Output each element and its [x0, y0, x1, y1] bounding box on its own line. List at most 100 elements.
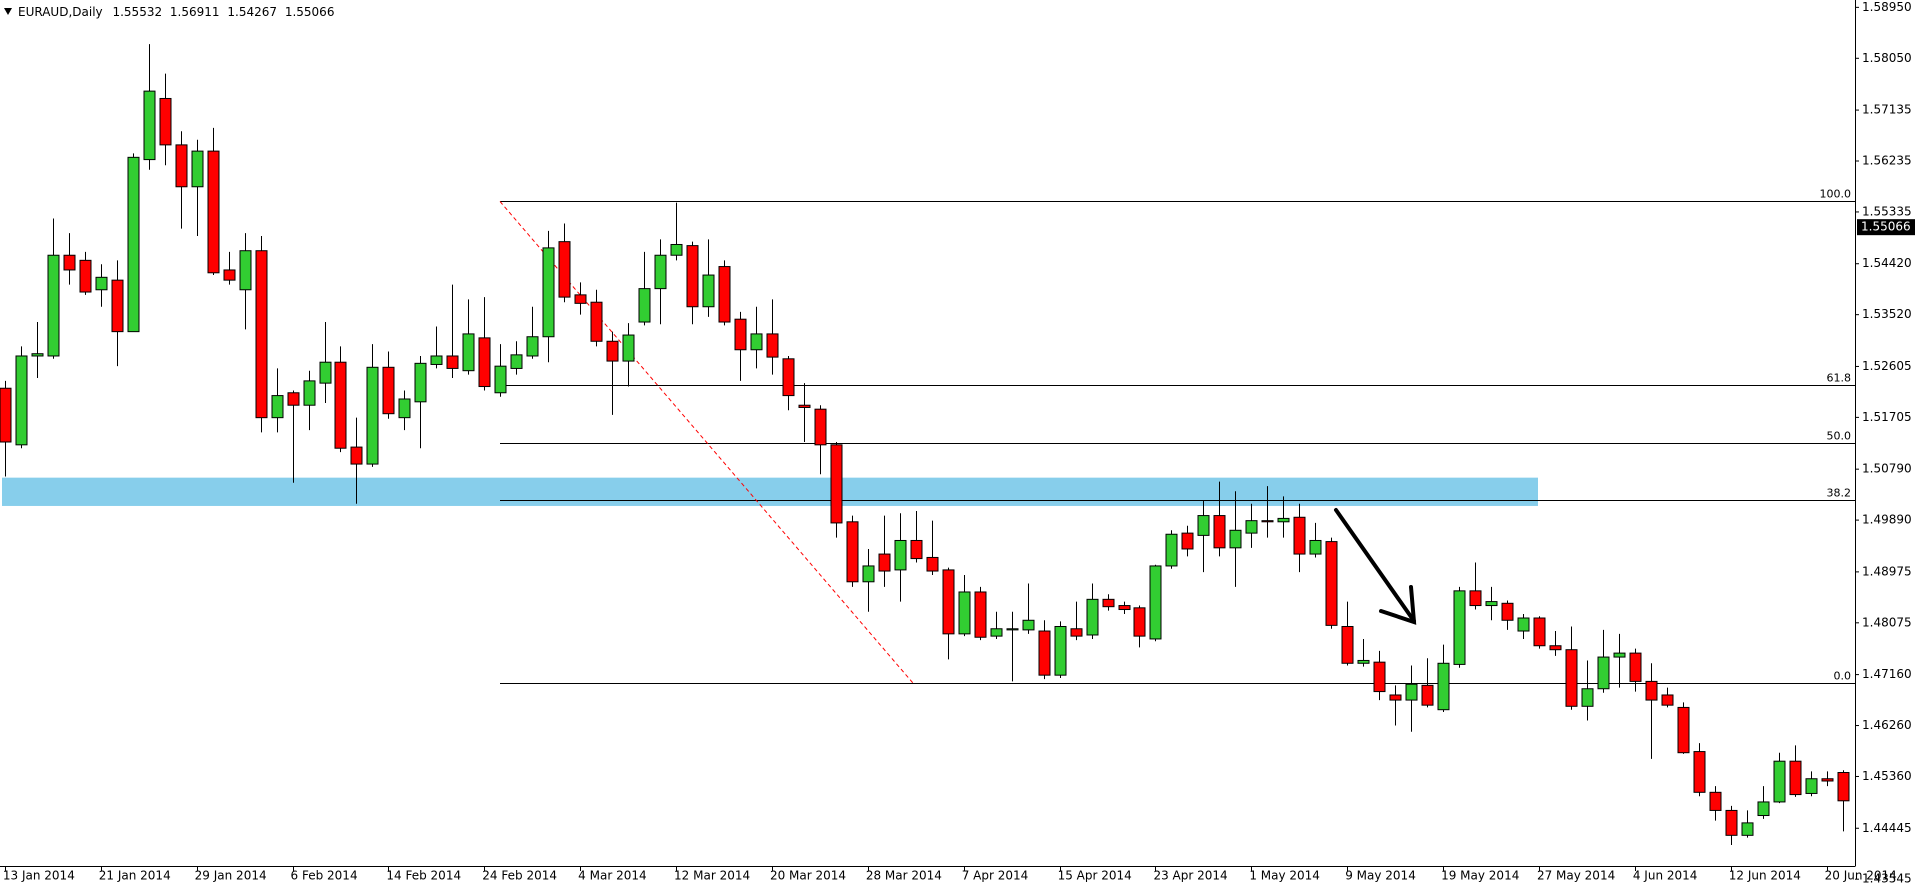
candle-body — [15, 355, 28, 446]
candle-body — [303, 380, 316, 406]
arrow — [1334, 508, 1417, 625]
candle-body — [334, 361, 347, 449]
y-tick-label: 1.46260 — [1862, 718, 1912, 732]
candle-body — [526, 336, 539, 357]
y-tick-label: 1.50790 — [1862, 462, 1912, 476]
x-tick-label: 12 Jun 2014 — [1729, 869, 1801, 883]
candle-body — [798, 404, 811, 408]
candle-body — [95, 276, 108, 291]
candle-body — [1757, 801, 1770, 817]
fib-level-label: 50.0 — [1827, 430, 1852, 443]
x-tick-label: 6 Feb 2014 — [291, 869, 358, 883]
x-tick-label: 24 Feb 2014 — [482, 869, 557, 883]
last-price-box — [1857, 219, 1915, 236]
candle-body — [1437, 662, 1450, 711]
candle-body — [1821, 778, 1834, 782]
candle-body — [606, 340, 619, 362]
candle-body — [1229, 529, 1242, 549]
x-tick-label: 14 Feb 2014 — [386, 869, 461, 883]
candle-body — [1213, 515, 1226, 549]
candle-body — [734, 318, 747, 351]
candle-body — [1709, 791, 1722, 811]
candle-body — [686, 245, 699, 308]
candle-body — [111, 279, 124, 333]
candle-body — [846, 521, 859, 583]
candle-body — [910, 539, 923, 560]
candle-body — [319, 361, 332, 384]
header-high: 1.56911 — [170, 5, 220, 19]
y-tick-label: 1.49890 — [1862, 513, 1912, 527]
candle-body — [1277, 517, 1290, 523]
candle-body — [558, 241, 571, 298]
fib-level-label: 0.0 — [1834, 670, 1852, 683]
candle-body — [574, 294, 587, 304]
candle-body — [1421, 684, 1434, 706]
candle-body — [1261, 520, 1274, 523]
symbol: EURAUD,Daily — [18, 5, 103, 19]
x-tick-label: 20 Mar 2014 — [770, 869, 846, 883]
candle-body — [1357, 659, 1370, 664]
candle-body — [1341, 625, 1354, 664]
candle-body — [462, 333, 475, 372]
y-tick-label: 1.51705 — [1862, 410, 1912, 424]
candle-body — [287, 392, 300, 406]
last-price-label: 1.55066 — [1861, 220, 1911, 234]
candle-body — [958, 591, 971, 635]
candle-body — [1453, 590, 1466, 665]
support-zone — [2, 477, 1538, 506]
candle-body — [255, 250, 268, 419]
candle-body — [718, 266, 731, 323]
y-tick-label: 1.48975 — [1862, 564, 1912, 578]
candle-body — [1149, 565, 1162, 640]
candle-body — [990, 628, 1003, 637]
candle-body — [766, 333, 779, 358]
x-tick-label: 20 Jun 2014 — [1825, 869, 1897, 883]
candle-body — [1837, 772, 1850, 802]
candle-body — [1006, 628, 1019, 631]
candle-body — [1677, 706, 1690, 754]
y-tick-label: 1.53520 — [1862, 307, 1912, 321]
candle-body — [1581, 688, 1594, 707]
candle-body — [1245, 520, 1258, 534]
y-tick-label: 1.54420 — [1862, 256, 1912, 270]
y-tick-label: 1.55335 — [1862, 204, 1912, 218]
candle-body — [1118, 605, 1131, 611]
candle-body — [894, 539, 907, 571]
candle-body — [1485, 601, 1498, 607]
candle-body — [1789, 760, 1802, 796]
candle-body — [63, 254, 76, 271]
candle-body — [1197, 515, 1210, 536]
x-tick-label: 7 Apr 2014 — [962, 869, 1029, 883]
y-tick-label: 1.58950 — [1862, 0, 1912, 14]
x-tick-label: 19 May 2014 — [1441, 869, 1519, 883]
candle-body — [1661, 694, 1674, 706]
arrow-shaft — [1334, 508, 1416, 623]
candle-body — [1022, 619, 1035, 631]
candle-body — [1389, 694, 1402, 701]
candle-body — [750, 333, 763, 351]
candle-body — [47, 254, 60, 357]
x-tick-label: 15 Apr 2014 — [1058, 869, 1132, 883]
y-tick-label: 1.57135 — [1862, 103, 1912, 117]
candle-body — [1645, 680, 1658, 701]
menu-triangle[interactable] — [4, 8, 12, 15]
candle-body — [1629, 652, 1642, 682]
arrow-head — [1379, 585, 1417, 625]
candle-body — [478, 337, 491, 388]
candle-body — [143, 90, 156, 161]
candle-body — [175, 144, 188, 188]
y-tick-label: 1.48075 — [1862, 615, 1912, 629]
candle-body — [31, 353, 44, 357]
candle-body — [127, 156, 140, 333]
x-tick-label: 27 May 2014 — [1537, 869, 1615, 883]
candle-body — [542, 247, 555, 338]
candle-body — [942, 569, 955, 635]
candle-body — [430, 355, 443, 365]
candle-body — [670, 243, 683, 256]
candle-body — [159, 97, 172, 146]
x-tick-label: 4 Jun 2014 — [1633, 869, 1698, 883]
candle-body — [510, 354, 523, 369]
candle-body — [1054, 625, 1067, 676]
candle-body — [1613, 652, 1626, 658]
candle-body — [1773, 760, 1786, 803]
